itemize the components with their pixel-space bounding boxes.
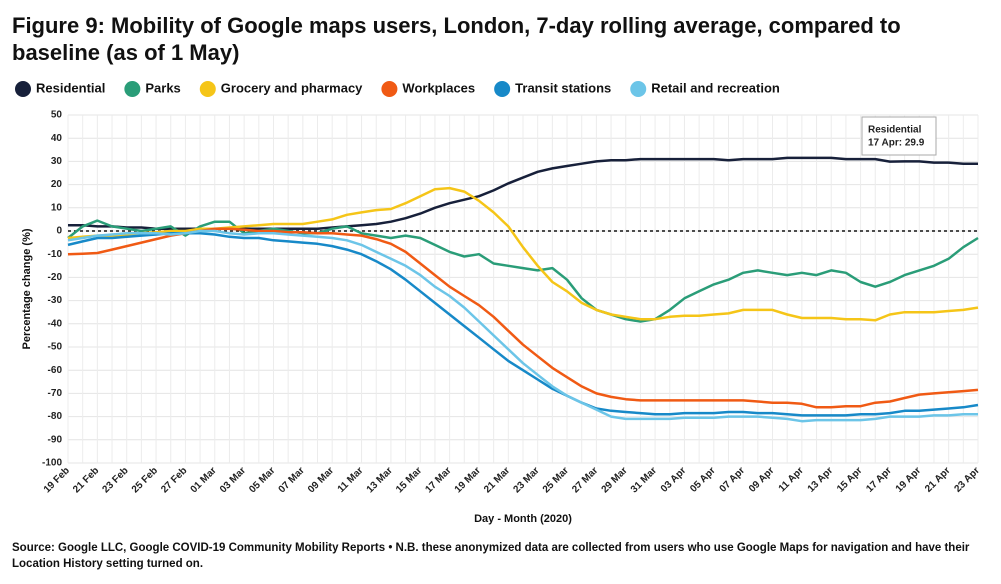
y-tick-label: 30 — [51, 156, 63, 167]
chart: Residential Parks Grocery and pharmacy Work… — [15, 80, 982, 525]
tooltip-box — [861, 116, 937, 156]
x-tick-label: 13 Mar — [365, 465, 395, 495]
x-tick-label: 15 Apr — [835, 465, 865, 495]
legend-swatch — [381, 81, 398, 97]
y-tick-label: 20 — [51, 179, 63, 190]
tooltip-title: Residential — [868, 125, 922, 136]
legend-swatch — [630, 81, 647, 97]
legend-label: Transit stations — [515, 80, 611, 95]
x-tick-label: 27 Mar — [570, 465, 600, 495]
x-tick-label: 05 Apr — [688, 465, 718, 495]
x-tick-label: 31 Mar — [629, 465, 659, 495]
series-line — [67, 219, 979, 323]
x-tick-label: 09 Mar — [306, 465, 336, 495]
legend-swatch — [494, 81, 511, 97]
x-tick-label: 03 Mar — [218, 465, 248, 495]
x-tick-label: 19 Apr — [894, 465, 924, 495]
legend-swatch — [199, 81, 216, 97]
x-tick-label: 19 Feb — [42, 465, 72, 495]
x-tick-label: 11 Apr — [777, 465, 806, 494]
y-tick-label: -40 — [48, 318, 63, 329]
series-line — [67, 229, 978, 423]
x-tick-label: 03 Apr — [659, 465, 689, 495]
legend-label: Parks — [145, 80, 180, 95]
legend-swatch — [15, 81, 31, 97]
y-tick-label: -90 — [48, 434, 63, 445]
legend-label: Workplaces — [402, 80, 475, 95]
x-tick-label: 21 Mar — [482, 465, 512, 495]
x-tick-label: 13 Apr — [806, 465, 836, 495]
chart-title: Figure 9: Mobility of Google maps users,… — [12, 13, 901, 65]
series-line — [67, 232, 979, 417]
x-tick-label: 19 Mar — [453, 465, 483, 495]
legend-label: Retail and recreation — [651, 80, 780, 95]
y-tick-label: 40 — [51, 133, 63, 144]
x-tick-label: 01 Mar — [189, 465, 219, 495]
y-tick-label: -30 — [48, 295, 63, 306]
x-tick-label: 25 Feb — [130, 465, 160, 495]
legend-label: Grocery and pharmacy — [221, 80, 363, 95]
series-line — [67, 227, 979, 409]
y-tick-label: -80 — [48, 411, 63, 422]
x-tick-label: 07 Mar — [277, 465, 307, 495]
legend-label: Residential — [36, 80, 105, 95]
y-tick-label: 50 — [51, 110, 63, 121]
x-tick-label: 29 Mar — [600, 465, 630, 495]
y-tick-label: -20 — [48, 272, 63, 283]
x-tick-label: 21 Apr — [923, 465, 953, 495]
y-tick-label: -10 — [48, 249, 63, 260]
y-tick-label: -50 — [48, 342, 63, 353]
y-axis-label: Percentage change (%) — [21, 228, 33, 349]
y-tick-label: 0 — [56, 226, 62, 237]
y-tick-label: 10 — [51, 202, 63, 213]
x-axis-label: Day - Month (2020) — [474, 513, 572, 525]
y-tick-label: -60 — [48, 365, 63, 376]
x-tick-label: 09 Apr — [747, 465, 777, 495]
x-tick-label: 23 Feb — [101, 465, 131, 495]
x-tick-label: 23 Apr — [952, 465, 982, 495]
legend-swatch — [124, 81, 141, 97]
x-tick-label: 15 Mar — [394, 465, 424, 495]
x-tick-label: 23 Mar — [511, 465, 541, 495]
x-tick-label: 05 Mar — [247, 465, 277, 495]
y-tick-label: -100 — [42, 458, 62, 469]
x-tick-label: 27 Feb — [159, 465, 189, 495]
x-tick-label: 17 Mar — [423, 465, 453, 495]
source-note: Source: Google LLC, Google COVID-19 Comm… — [12, 542, 970, 570]
x-tick-label: 17 Apr — [864, 465, 894, 495]
y-tick-label: -70 — [48, 388, 63, 399]
tooltip-text: 17 Apr: 29.9 — [868, 138, 925, 149]
x-tick-label: 11 Mar — [336, 465, 366, 495]
x-tick-label: 07 Apr — [718, 465, 748, 495]
x-tick-label: 21 Feb — [71, 465, 101, 495]
x-tick-label: 25 Mar — [541, 465, 571, 495]
